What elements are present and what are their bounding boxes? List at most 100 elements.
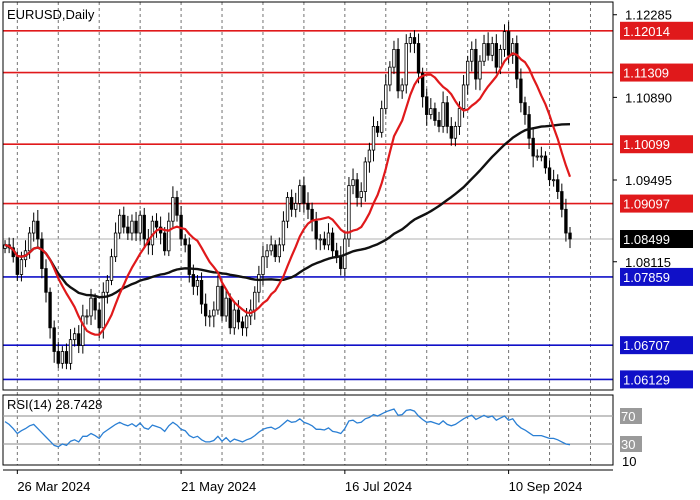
candle-body [44, 268, 48, 293]
level-label: 1.09097 [623, 197, 670, 212]
candle-body [269, 244, 273, 252]
chart-frame [2, 1, 614, 471]
price-axis: 1.12285 1.10890 1.09495 1.08115 [613, 8, 672, 270]
vertical-grid [16, 2, 591, 465]
candle-body [326, 232, 331, 246]
rsi-level-label: 70 [621, 409, 635, 424]
candle-body [318, 238, 322, 241]
candle-body [412, 37, 417, 44]
candle-body [187, 244, 191, 275]
candle-body [220, 285, 224, 317]
candle-body [171, 197, 175, 222]
candle-body [515, 43, 519, 80]
candle-body [527, 114, 531, 139]
candle-body [306, 203, 310, 210]
candle-body [388, 66, 392, 86]
candle-body [212, 309, 216, 317]
candle-body [375, 125, 380, 133]
candle-body [89, 297, 93, 317]
candle-body [396, 48, 400, 92]
candle-body [449, 125, 453, 139]
candle-body [36, 220, 40, 240]
candle-body [392, 48, 396, 68]
candle-body [265, 250, 269, 258]
candle-body [203, 303, 208, 317]
level-label: 1.11309 [623, 66, 669, 81]
candle-body [253, 291, 257, 311]
candle-body [122, 214, 126, 228]
level-label: 1.12014 [623, 24, 670, 39]
price-panel-border [2, 1, 614, 391]
candle-body [359, 191, 363, 198]
candle-body [429, 108, 433, 115]
price-tick-label: 1.09495 [625, 173, 672, 188]
level-tag [620, 135, 693, 154]
candle-body [285, 197, 290, 222]
candle-body [27, 232, 32, 252]
candle-body [425, 96, 429, 115]
date-tick-label: 21 May 2024 [181, 479, 256, 494]
candle-body [531, 137, 535, 157]
level-tag [620, 370, 693, 389]
level-tag [620, 21, 693, 40]
candle-body [420, 72, 425, 98]
candle-body [547, 167, 552, 181]
candle-body [478, 60, 482, 80]
date-tick-label: 16 Jul 2024 [345, 479, 412, 494]
candle-body [330, 232, 335, 252]
candle-body [15, 256, 19, 275]
date-axis: 26 Mar 2024 21 May 2024 16 Jul 2024 10 Sep … [16, 470, 582, 494]
candle-body [208, 315, 212, 318]
candle-body [457, 108, 462, 127]
candle-body [298, 185, 302, 204]
candle-body [551, 179, 556, 182]
rsi-level-tag [620, 436, 642, 452]
candle-body [228, 297, 232, 329]
candle-body [64, 351, 69, 364]
candle-body [543, 155, 548, 169]
fast-moving-average [4, 52, 572, 336]
slow-moving-average [4, 123, 571, 299]
candle-body [560, 191, 564, 210]
candle-body [81, 315, 85, 346]
candle-body [56, 351, 60, 364]
candle-body [126, 226, 130, 234]
level-tag [620, 336, 693, 355]
current-price-line: 1.08499 [3, 230, 693, 249]
candle-body [380, 108, 384, 133]
candle-body [568, 232, 572, 240]
candle-body [85, 315, 89, 318]
candle-body [461, 84, 466, 110]
candle-body [199, 280, 204, 305]
candle-body [40, 238, 44, 269]
candle-body [113, 232, 118, 258]
candle-body [232, 309, 236, 329]
candle-body [498, 48, 503, 68]
level-label: 1.10099 [623, 137, 670, 152]
candle-body [502, 31, 507, 50]
candle-body [109, 256, 114, 281]
level-label: 1.07859 [623, 270, 670, 285]
candle-body [384, 84, 388, 110]
level-lines: 1.12014 1.11309 1.10099 1.09097 1.07859 1.067… [3, 21, 693, 389]
level-label: 1.06707 [623, 338, 670, 353]
candle-body [289, 197, 294, 210]
rsi-panel-border [2, 394, 614, 466]
chart-title: EURUSD,Daily [7, 7, 95, 22]
candle-body [19, 259, 24, 275]
candle-body [195, 280, 200, 287]
candle-body [519, 78, 523, 104]
candle-body [93, 297, 97, 311]
candle-body [400, 84, 404, 92]
candle-body [224, 297, 228, 317]
candle-body [294, 203, 298, 210]
candle-body [183, 238, 187, 246]
rsi-title: RSI(14) 28.7428 [7, 397, 102, 412]
candle-body [367, 149, 372, 163]
candle-body [154, 220, 159, 228]
current-price-tag [620, 230, 693, 249]
candle-body [257, 274, 261, 293]
candle-body [138, 214, 142, 234]
candle-body [273, 244, 277, 258]
candle-body [441, 102, 445, 127]
